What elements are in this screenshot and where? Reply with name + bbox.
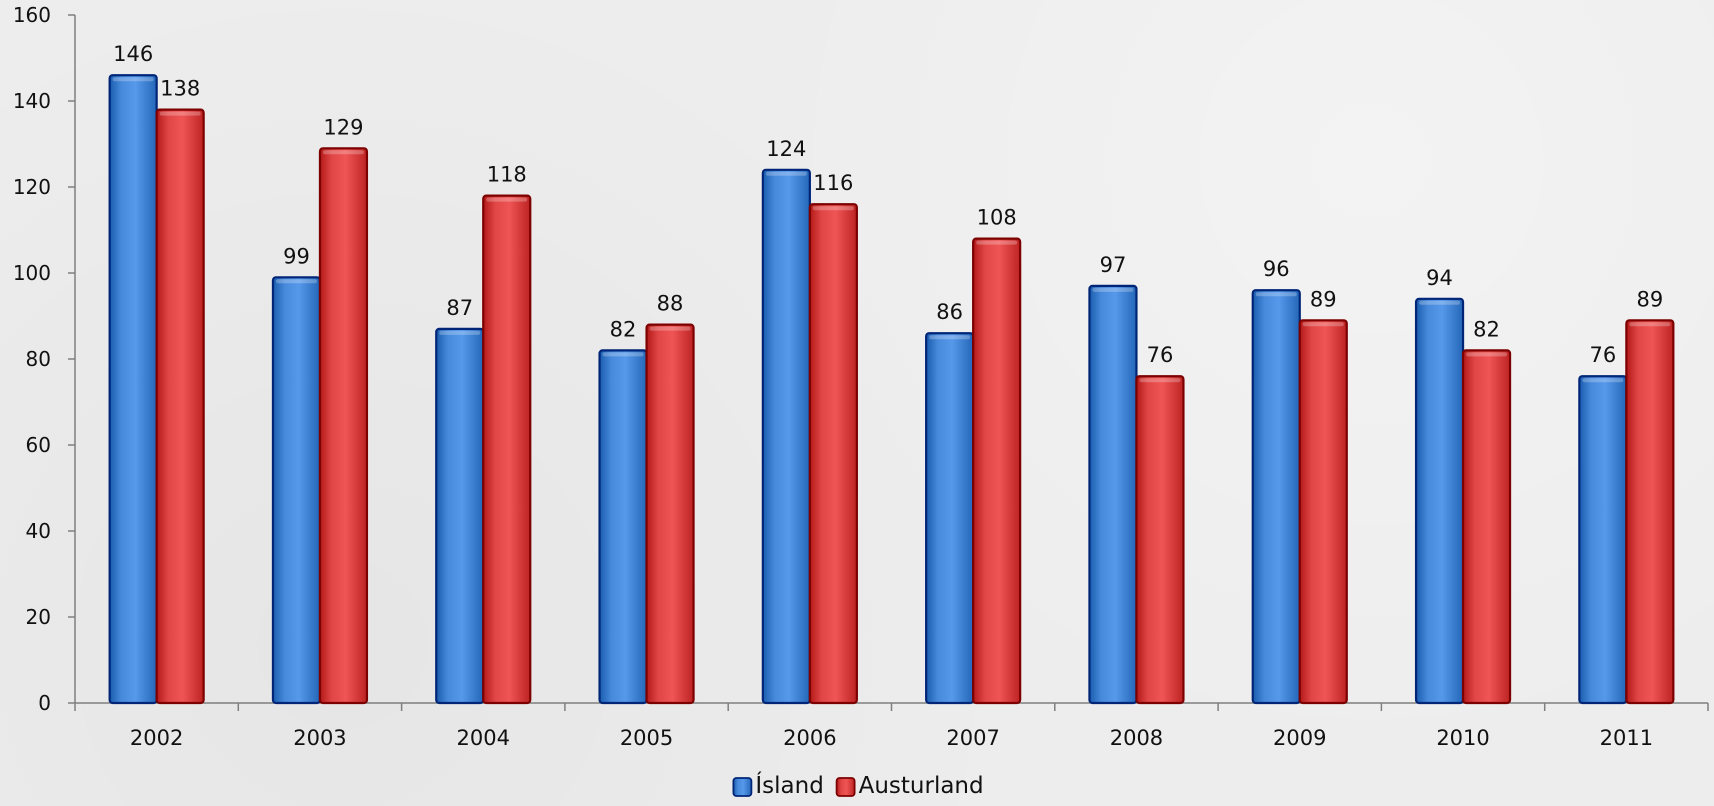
x-category-label: 2004 xyxy=(457,726,510,750)
legend-swatch-island xyxy=(732,777,753,797)
legend: Ísland Austurland xyxy=(732,771,984,799)
data-label: 118 xyxy=(487,163,527,187)
bar-austurland-2010 xyxy=(1461,349,1512,705)
x-category-label: 2003 xyxy=(293,726,346,750)
bar-highlight xyxy=(1092,287,1134,292)
bar-island-2007 xyxy=(925,332,975,705)
y-tick-label: 160 xyxy=(13,3,51,27)
bar-highlight xyxy=(812,206,854,211)
bar-highlight xyxy=(765,171,807,176)
y-tick-label: 140 xyxy=(13,89,51,113)
x-axis: 2002 2003 2004 2005 2006 2007 2008 2009 2010 2011 xyxy=(74,702,1709,750)
data-labels-group: 146 138 99 129 87 118 82 88 124 116 86 108 97 76 96 89 9… xyxy=(113,42,1663,367)
x-category-label: 2011 xyxy=(1600,726,1653,750)
legend-swatch-austurland xyxy=(835,777,856,797)
y-axis: 0 20 40 60 80 100 120 140 160 xyxy=(13,3,76,715)
bar-highlight xyxy=(1302,322,1344,327)
bar-highlight xyxy=(929,335,971,340)
data-label: 89 xyxy=(1310,287,1337,311)
bar-highlight xyxy=(322,150,364,155)
x-category-label: 2006 xyxy=(783,726,836,750)
bar-island-2003 xyxy=(271,276,322,705)
data-label: 87 xyxy=(446,296,473,320)
data-label: 94 xyxy=(1426,266,1453,290)
bar-austurland-2011 xyxy=(1625,319,1675,705)
data-label: 108 xyxy=(977,206,1017,230)
x-category-label: 2009 xyxy=(1273,726,1326,750)
bar-austurland-2006 xyxy=(808,203,858,705)
bar-island-2006 xyxy=(761,168,811,705)
bar-highlight xyxy=(976,240,1018,245)
x-category-label: 2008 xyxy=(1110,726,1163,750)
y-tick-label: 60 xyxy=(26,433,51,457)
data-label: 97 xyxy=(1100,253,1127,277)
bars-group xyxy=(108,74,1675,705)
bar-highlight xyxy=(1582,378,1624,383)
data-label: 88 xyxy=(657,292,684,316)
bar-highlight xyxy=(1139,378,1181,383)
y-tick-label: 20 xyxy=(26,605,51,629)
y-tick-label: 120 xyxy=(13,175,51,199)
data-label: 146 xyxy=(113,42,153,66)
data-label: 116 xyxy=(813,171,853,195)
data-label: 89 xyxy=(1636,287,1663,311)
bar-highlight xyxy=(602,352,644,357)
x-category-label: 2007 xyxy=(946,726,999,750)
bar-island-2010 xyxy=(1414,297,1465,705)
bar-highlight xyxy=(1466,352,1508,357)
bar-austurland-2009 xyxy=(1298,319,1348,705)
data-label: 99 xyxy=(283,244,310,268)
bar-austurland-2004 xyxy=(482,194,532,705)
bar-austurland-2007 xyxy=(972,237,1022,705)
data-label: 138 xyxy=(160,77,200,101)
bar-island-2011 xyxy=(1578,375,1628,705)
bar-island-2008 xyxy=(1088,284,1138,705)
y-tick-label: 80 xyxy=(26,347,51,371)
bar-island-2004 xyxy=(435,327,485,705)
bar-island-2009 xyxy=(1251,289,1301,705)
bar-austurland-2008 xyxy=(1135,375,1185,705)
y-tick-label: 40 xyxy=(26,519,51,543)
x-category-label: 2010 xyxy=(1436,726,1489,750)
data-label: 76 xyxy=(1589,343,1616,367)
data-label: 86 xyxy=(936,300,963,324)
bar-highlight xyxy=(1419,300,1461,305)
bar-austurland-2005 xyxy=(645,323,695,705)
x-category-label: 2002 xyxy=(130,726,183,750)
bar-island-2002 xyxy=(108,74,158,705)
bar-highlight xyxy=(439,330,481,335)
bar-highlight xyxy=(486,197,528,202)
bar-highlight xyxy=(1629,322,1671,327)
y-tick-label: 0 xyxy=(38,691,51,715)
data-label: 82 xyxy=(1473,317,1500,341)
bar-island-2005 xyxy=(598,349,648,705)
data-label: 96 xyxy=(1263,257,1290,281)
bar-highlight xyxy=(1255,292,1297,297)
bar-highlight xyxy=(275,279,317,284)
bar-highlight xyxy=(649,326,691,331)
bar-austurland-2003 xyxy=(318,147,369,705)
legend-label: Austurland xyxy=(859,773,984,799)
bar-highlight xyxy=(112,77,154,82)
bar-highlight xyxy=(159,111,201,116)
data-label: 124 xyxy=(766,137,806,161)
bar-austurland-2002 xyxy=(155,108,205,705)
data-label: 76 xyxy=(1147,343,1174,367)
data-label: 129 xyxy=(323,115,363,139)
x-category-label: 2005 xyxy=(620,726,673,750)
y-tick-label: 100 xyxy=(13,261,51,285)
legend-label: Ísland xyxy=(755,771,823,799)
data-label: 82 xyxy=(610,317,637,341)
